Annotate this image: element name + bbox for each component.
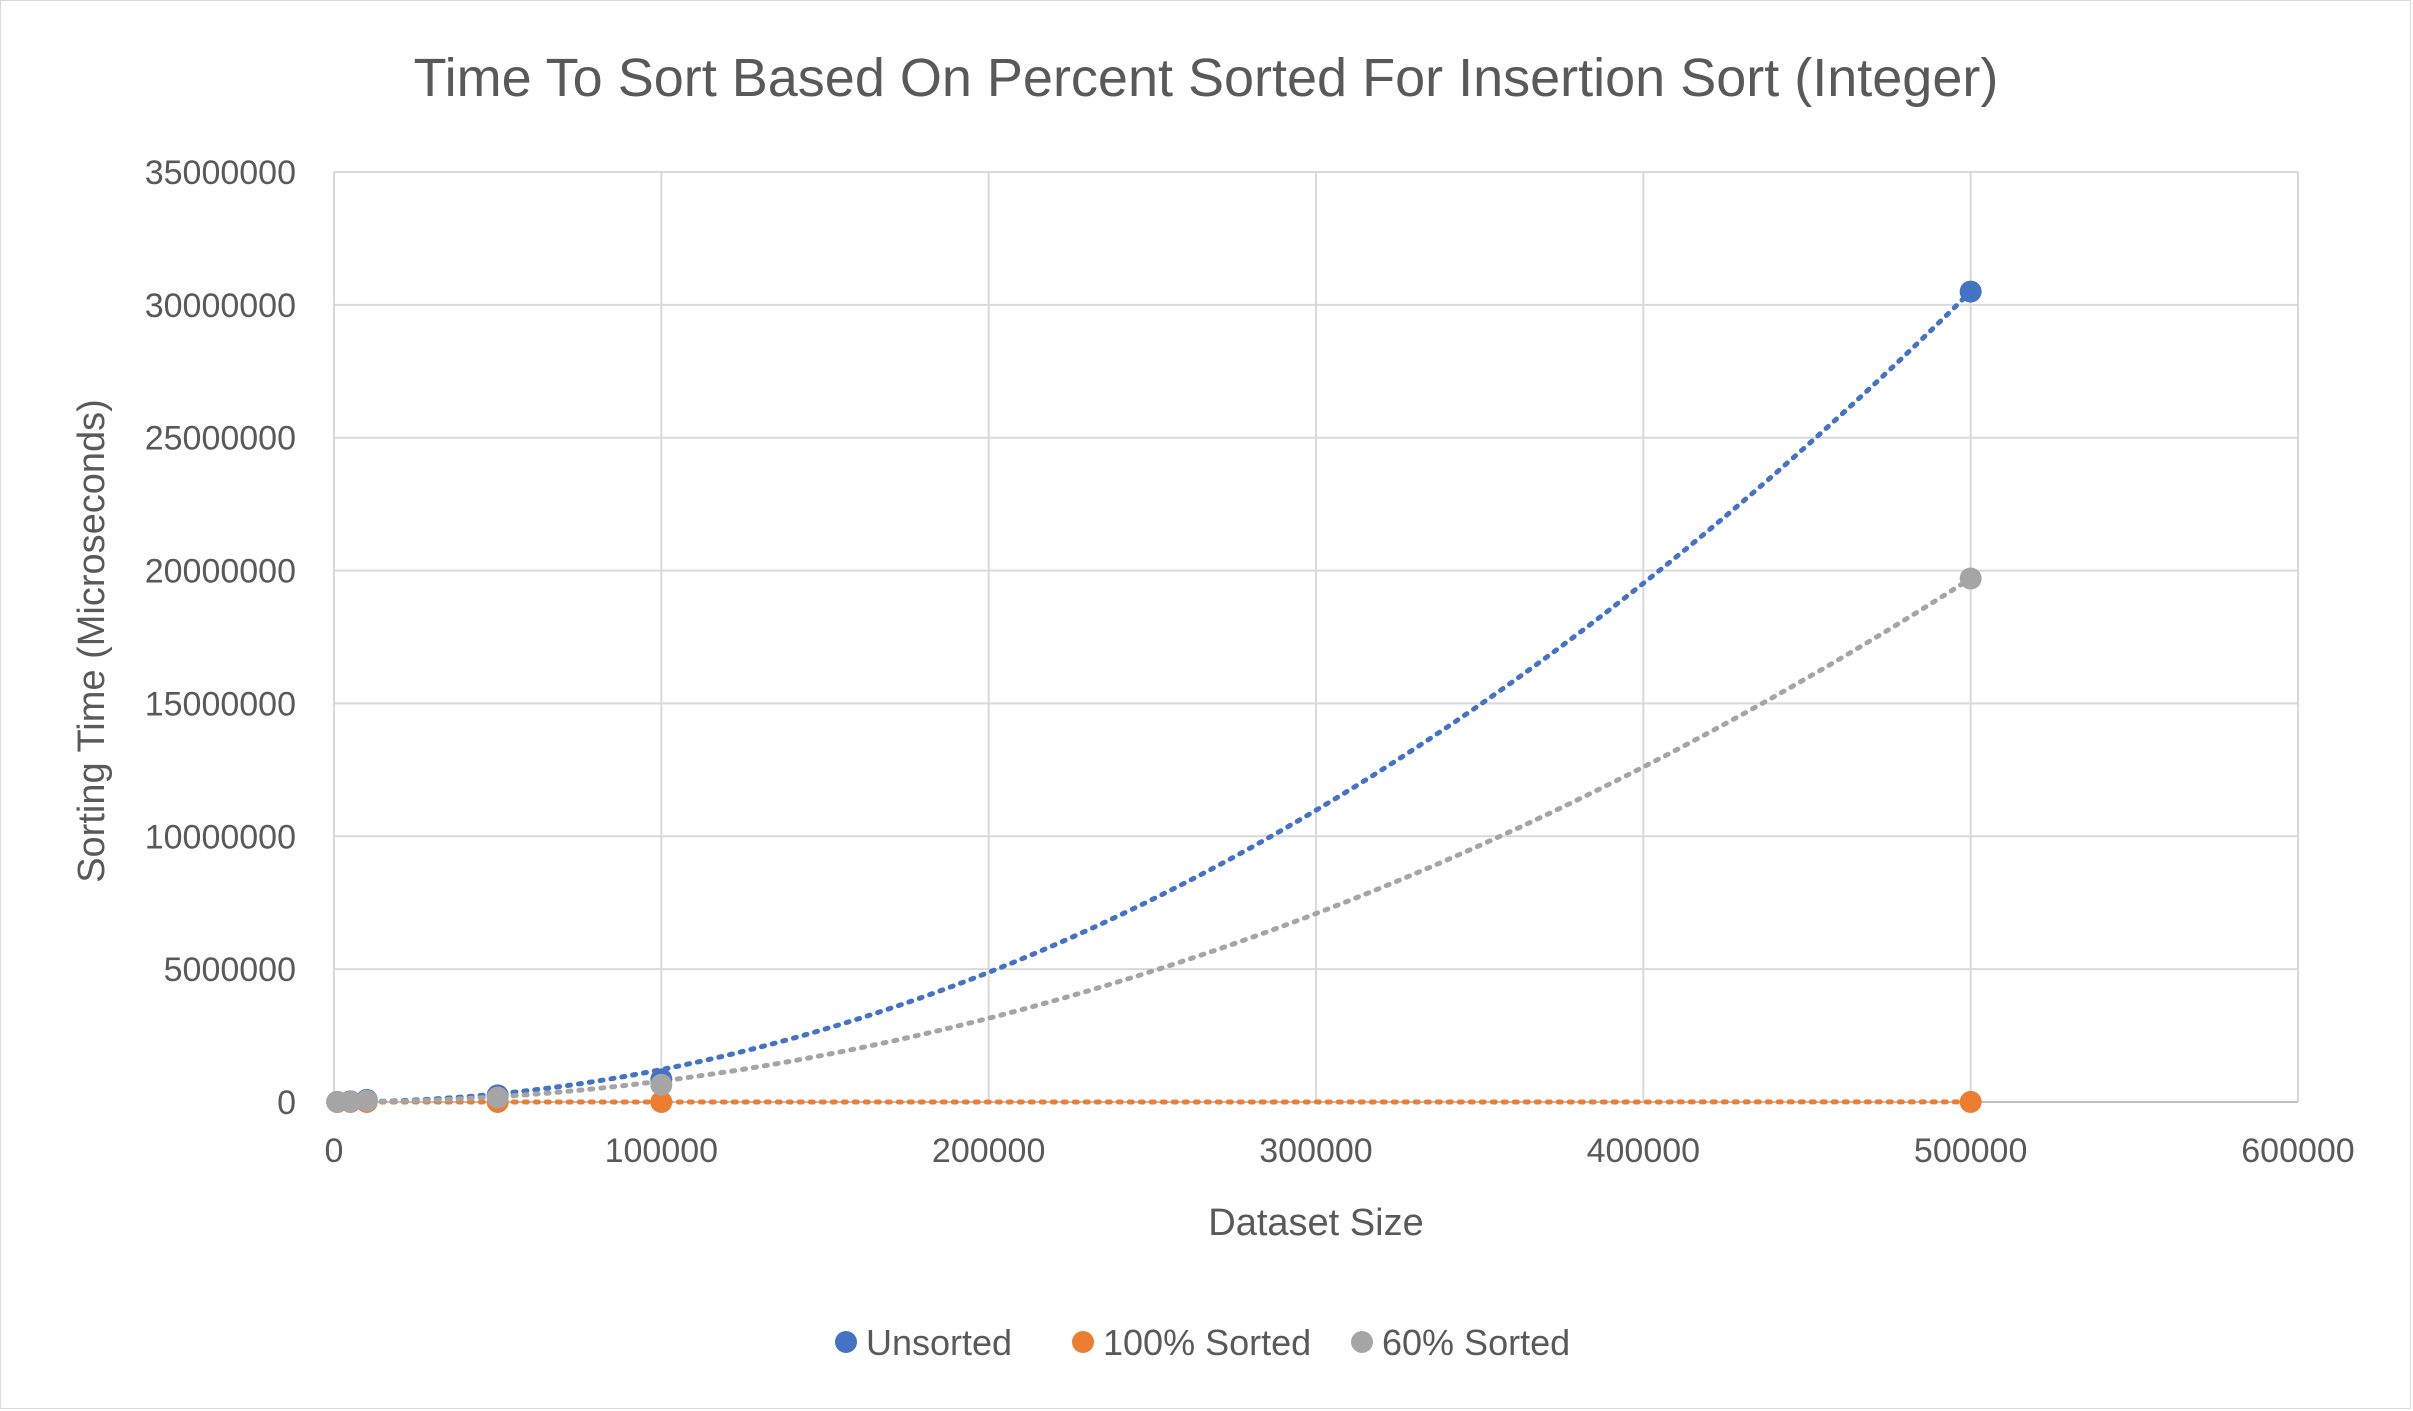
- y-tick-label: 15000000: [145, 685, 296, 723]
- legend-item[interactable]: Unsorted: [835, 1322, 1012, 1363]
- data-point[interactable]: [1959, 1090, 1982, 1113]
- legend-item[interactable]: 60% Sorted: [1351, 1322, 1570, 1363]
- y-tick-label: 10000000: [145, 818, 296, 856]
- x-tick-label: 0: [325, 1132, 344, 1170]
- y-tick-label: 30000000: [145, 287, 296, 325]
- legend-marker: [1072, 1331, 1094, 1353]
- trendlines: [334, 289, 1974, 1105]
- y-tick-label: 5000000: [164, 951, 296, 989]
- trendline-unsorted: [334, 289, 1974, 1105]
- x-axis-title: Dataset Size: [1208, 1202, 1423, 1244]
- legend-marker: [1351, 1331, 1373, 1353]
- y-tick-label: 25000000: [145, 420, 296, 458]
- legend-item[interactable]: 100% Sorted: [1072, 1322, 1311, 1363]
- y-tick-label: 35000000: [145, 154, 296, 192]
- x-tick-label: 600000: [2241, 1132, 2354, 1170]
- x-tick-label: 500000: [1914, 1132, 2027, 1170]
- x-tick-label: 300000: [1259, 1132, 1372, 1170]
- y-tick-label: 20000000: [145, 553, 296, 591]
- legend[interactable]: Unsorted 100% Sorted 60% Sorted: [835, 1322, 1570, 1363]
- data-point[interactable]: [339, 1090, 362, 1113]
- legend-marker: [835, 1331, 857, 1353]
- data-point[interactable]: [650, 1090, 673, 1113]
- axes: 0500000010000000150000002000000025000000…: [145, 154, 2355, 1170]
- legend-label: 60% Sorted: [1382, 1322, 1570, 1363]
- data-point[interactable]: [355, 1089, 378, 1112]
- data-point[interactable]: [1959, 567, 1982, 590]
- data-point[interactable]: [486, 1086, 509, 1109]
- legend-label: Unsorted: [866, 1322, 1012, 1363]
- y-axis-title: Sorting Time (Microseconds): [71, 399, 113, 883]
- y-tick-label: 0: [277, 1084, 296, 1122]
- legend-label: 100% Sorted: [1103, 1322, 1311, 1363]
- chart-title: Time To Sort Based On Percent Sorted For…: [414, 48, 1999, 108]
- x-tick-label: 100000: [605, 1132, 718, 1170]
- gridlines: [333, 171, 2299, 1103]
- x-tick-label: 200000: [932, 1132, 1045, 1170]
- data-points: [326, 280, 1982, 1113]
- data-point[interactable]: [1959, 280, 1982, 303]
- x-tick-label: 400000: [1587, 1132, 1700, 1170]
- data-point[interactable]: [650, 1073, 673, 1096]
- trendline-60-sorted: [334, 576, 1974, 1105]
